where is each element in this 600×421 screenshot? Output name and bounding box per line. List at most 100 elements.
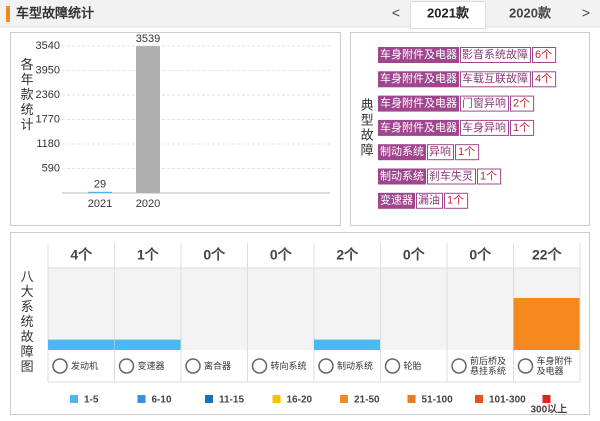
fault-name: 影音系统故障 [462,47,528,61]
bar [114,339,181,350]
tab[interactable]: 2021款 [427,5,470,20]
active-tab [410,1,486,29]
fault-count-box [532,47,557,63]
fault-count-box [444,192,469,209]
title-accent [6,6,10,22]
legend-swatch [340,395,348,403]
fault-name: 刹车失灵 [429,168,473,182]
value-label: 0个 [203,247,226,263]
bar [314,339,381,350]
fault-count-box [510,119,535,136]
fault-count: 1个 [447,194,464,207]
header-bar [0,0,600,27]
x-tick-label: 2020 [136,198,160,210]
fault-name: 车身异响 [462,120,506,134]
fault-name: 车载互联故障 [462,71,528,85]
legend-label: 101-300 [489,395,526,406]
legend-label: 51-100 [422,395,454,406]
system-icon [451,358,467,374]
fault-name-box [427,168,476,185]
legend-label: 1-5 [84,395,99,406]
value-label: 0个 [403,247,426,263]
system-icon [185,358,201,374]
fault-count-box [532,71,557,88]
y-tick-label: 1180 [36,138,60,150]
fault-system: 车身附件及电器 [380,71,457,85]
fault-system-tag [378,168,426,185]
fault-count-box [510,95,535,112]
section-label: 八大系统故障图 [19,270,34,375]
legend-swatch [272,395,281,403]
y-axis-label: 各年款统计 [19,57,34,133]
fault-system: 车身附件及电器 [380,96,457,110]
system-icon [384,358,401,374]
system-icon [517,358,534,374]
section-label: 典型故障 [359,98,374,158]
fault-name-box [460,71,531,88]
tab[interactable]: < [392,5,400,21]
value-label: 3539 [136,33,160,45]
tab[interactable]: > [582,5,590,21]
legend-swatch [542,395,551,403]
fault-system: 车身附件及电器 [380,47,457,61]
system-label: 前后桥及 悬挂系统 [470,356,507,376]
legend-swatch [205,395,213,403]
fault-count: 2个 [513,97,530,110]
y-tick-label: 590 [42,162,60,174]
fault-count-box [455,144,480,161]
fault-name: 异响 [429,145,451,158]
legend-swatch [475,395,483,403]
fault-system-tag [378,95,459,112]
y-tick-label: 1770 [36,113,60,125]
y-tick-label: 2360 [36,89,60,101]
fault-system: 制动系统 [380,145,424,158]
fault-system: 变速器 [380,193,413,207]
value-label: 2个 [336,247,359,263]
fault-name: 门窗异响 [462,96,506,110]
system-icon [52,358,68,374]
fault-name-box [416,192,443,209]
legend-swatch [407,395,416,403]
tab[interactable]: 2020款 [509,5,552,20]
system-label: 轮胎 [403,361,422,371]
value-label: 0个 [469,247,492,263]
fault-count: 4个 [535,72,552,85]
header-title: 车型故障统计 [16,5,94,20]
bar [48,339,115,350]
value-label: 22个 [532,247,563,263]
system-label: 制动系统 [337,361,374,371]
legend-label: 6-10 [152,395,172,406]
system-label: 离合器 [204,361,232,371]
fault-system-tag [378,47,459,63]
fault-name-box [460,95,509,112]
system-label: 变速器 [137,361,165,371]
fault-system-tag [378,192,415,209]
fault-system: 车身附件及电器 [380,120,457,134]
fault-system-tag [378,71,459,88]
fault-name-box [427,144,454,161]
system-icon [251,358,268,374]
fault-count: 1个 [480,169,497,182]
system-label: 发动机 [71,361,99,371]
legend-label: 300以上 [531,403,568,416]
value-label: 29 [94,179,106,191]
bar [88,191,112,193]
system-icon [118,358,135,374]
legend-label: 16-20 [287,395,313,406]
legend-swatch [137,395,146,403]
fault-system-tag [378,144,426,161]
fault-name-box [460,47,531,63]
y-tick-label: 3950 [36,64,60,76]
legend-label: 11-15 [219,395,244,406]
y-tick-label: 3540 [36,40,60,52]
x-tick-label: 2021 [88,198,112,210]
fault-count-box [477,168,502,185]
fault-system-tag [378,119,459,136]
value-label: 4个 [70,247,93,263]
system-icon [318,358,334,374]
legend-label: 21-50 [354,395,380,406]
bar [513,298,580,350]
fault-count: 6个 [535,48,552,61]
